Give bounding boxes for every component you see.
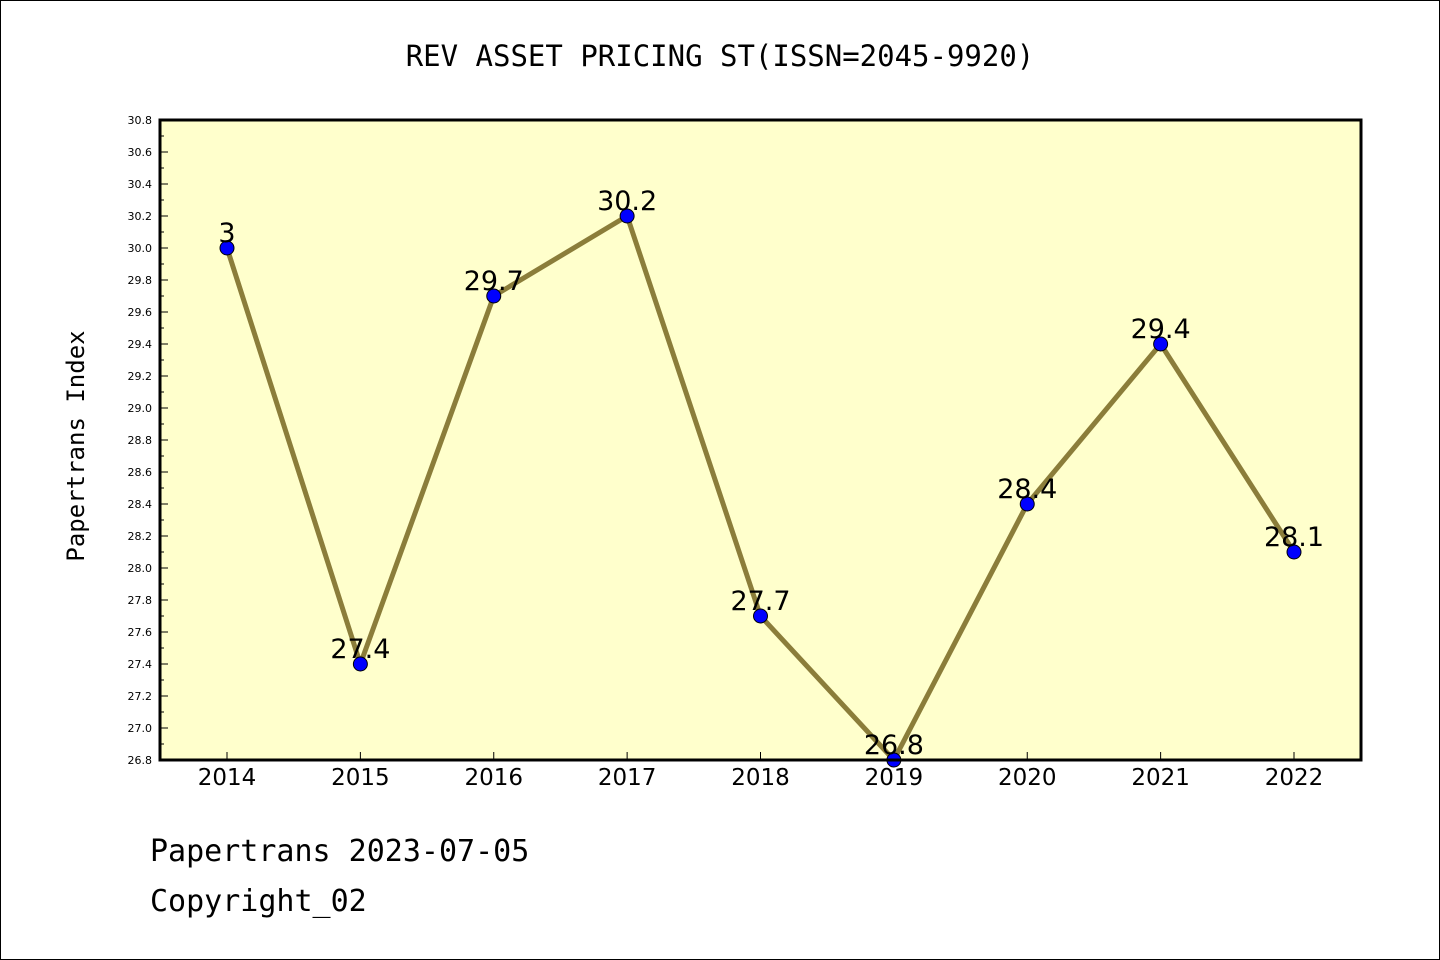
y-tick-label: 29.8 (128, 274, 153, 287)
plot-area (160, 120, 1361, 760)
data-label: 29.4 (1131, 314, 1191, 345)
x-tick-label: 2020 (998, 765, 1057, 791)
data-label: 30.2 (597, 186, 657, 217)
data-point (1153, 336, 1169, 352)
y-tick-label: 30.6 (128, 146, 153, 159)
data-label: 27.4 (330, 634, 390, 665)
y-tick-label: 29.6 (128, 306, 153, 319)
footer-copyright: Copyright_02 (150, 884, 367, 919)
data-labels: 3 27.4 29.7 30.2 27.7 26.8 28.4 29.4 28.1 (218, 186, 1324, 761)
y-tick-label: 26.8 (128, 754, 153, 767)
x-tick-label: 2019 (865, 765, 924, 791)
x-tick-label: 2022 (1265, 765, 1324, 791)
y-axis-label: Papertrans Index (62, 330, 90, 561)
plot-border (158, 118, 1363, 762)
y-tick-label: 28.8 (128, 434, 153, 447)
data-markers (219, 208, 1302, 768)
y-tick-label: 29.0 (128, 402, 153, 415)
y-tick-label: 27.0 (128, 722, 153, 735)
data-point (219, 240, 235, 256)
y-tick-label: 27.4 (128, 658, 153, 671)
y-tick-label: 28.2 (128, 530, 153, 543)
chart-title: REV ASSET PRICING ST(ISSN=2045-9920) (406, 39, 1035, 73)
data-label: 28.4 (997, 474, 1057, 505)
x-tick-label: 2015 (331, 765, 390, 791)
data-label: 3 (218, 218, 235, 249)
data-point (753, 608, 768, 624)
data-label: 28.1 (1264, 522, 1324, 553)
footer-source: Papertrans 2023-07-05 (150, 834, 530, 869)
y-tick-label: 29.2 (128, 370, 153, 383)
y-tick-label: 28.0 (128, 562, 153, 575)
data-point (486, 288, 502, 304)
data-point (619, 208, 635, 224)
data-point (352, 656, 368, 672)
data-point (1286, 544, 1302, 560)
y-tick-label: 30.0 (128, 242, 153, 255)
y-tick-label: 28.4 (128, 498, 153, 511)
data-label: 27.7 (730, 586, 790, 617)
y-axis-ticks: 26.8 27.0 27.2 27.4 27.6 27.8 28.0 28.2 28.4 28.6… (128, 114, 168, 767)
y-tick-label: 27.2 (128, 690, 153, 703)
y-tick-label: 29.4 (128, 338, 153, 351)
x-axis-ticks: 2014 2015 2016 2017 2018 2019 2020 2021 2022 (198, 752, 1324, 791)
y-tick-label: 30.8 (128, 114, 153, 127)
y-tick-label: 27.6 (128, 626, 153, 639)
data-point (1019, 496, 1035, 512)
x-tick-label: 2021 (1131, 765, 1190, 791)
y-tick-label: 30.2 (128, 210, 153, 223)
data-label: 26.8 (864, 730, 924, 761)
y-tick-label: 28.6 (128, 466, 153, 479)
x-tick-label: 2018 (731, 765, 790, 791)
x-tick-label: 2014 (198, 765, 257, 791)
x-tick-label: 2016 (464, 765, 523, 791)
data-label: 29.7 (464, 266, 524, 297)
y-tick-label: 30.4 (128, 178, 153, 191)
x-tick-label: 2017 (598, 765, 657, 791)
y-tick-label: 27.8 (128, 594, 153, 607)
